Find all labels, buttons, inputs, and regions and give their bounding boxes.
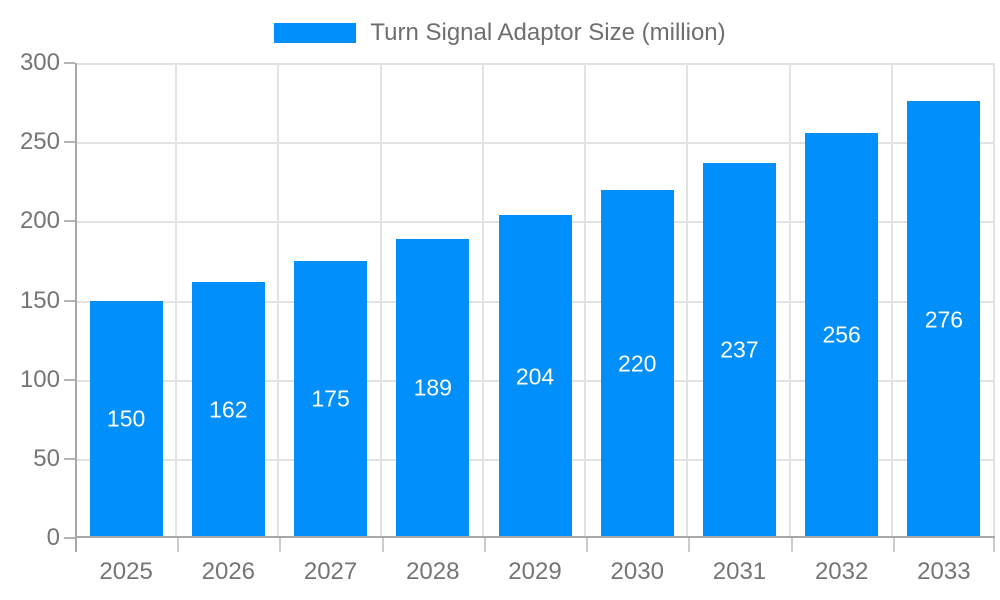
legend-swatch [274,23,357,43]
plot-area: 150 162 175 189 204 220 237 256 276 [75,63,995,538]
x-axis-label-2033: 2033 [917,558,971,585]
y-axis-label-50: 50 [33,444,60,472]
y-axis-label-200: 200 [19,207,60,235]
gridline-x-9 [993,63,995,538]
gridline-x-7 [788,63,791,538]
bar-2033[interactable]: 276 [907,101,981,538]
x-axis-label-2026: 2026 [201,558,256,585]
bar-2032[interactable]: 256 [805,132,879,538]
x-tick-5 [586,538,589,552]
bar-value-label: 150 [106,405,146,432]
x-axis-label-2027: 2027 [303,558,358,585]
y-axis-label-0: 0 [46,524,60,551]
bar-2026[interactable]: 162 [191,281,265,538]
x-axis-label-2032: 2032 [814,558,869,585]
bar-2031[interactable]: 237 [702,162,776,538]
x-axis-label-2025: 2025 [99,558,153,585]
bar-2027[interactable]: 175 [294,260,368,538]
gridline-x-2 [277,63,280,538]
gridline-x-1 [175,63,178,538]
y-tick-250 [64,141,75,144]
bar-2025[interactable]: 150 [89,300,163,538]
x-tick-6 [688,538,691,552]
gridline-x-8 [890,63,893,538]
bar-2030[interactable]: 220 [600,189,674,538]
x-tick-7 [790,538,793,552]
x-axis-label-2031: 2031 [712,558,767,585]
bar-value-label: 276 [924,306,964,332]
y-axis-label-250: 250 [19,128,60,156]
y-tick-50 [64,457,75,460]
bar-value-label: 237 [720,336,759,363]
y-axis-label-150: 150 [19,286,60,314]
x-tick-2 [279,538,282,552]
y-axis-line [75,63,77,552]
bar-value-label: 256 [822,321,861,348]
x-tick-1 [177,538,180,552]
x-tick-8 [892,538,895,552]
bar-value-label: 220 [618,350,657,377]
legend-label: Turn Signal Adaptor Size (million) [370,19,726,46]
chart-legend[interactable]: Turn Signal Adaptor Size (million) [0,20,1000,46]
bar-2028[interactable]: 189 [396,238,470,538]
x-tick-4 [483,538,486,552]
gridline-x-4 [481,63,484,538]
gridline-y-250 [75,142,995,145]
y-tick-300 [64,62,75,64]
gridline-y-300 [75,63,995,65]
y-tick-150 [64,299,75,302]
y-tick-0 [64,537,75,539]
bar-value-label: 162 [209,396,248,423]
gridline-x-3 [379,63,382,538]
gridline-x-6 [686,63,689,538]
x-axis-line [75,536,995,538]
y-tick-100 [64,378,75,381]
x-axis-label-2030: 2030 [610,558,664,585]
bar-value-label: 189 [413,374,452,401]
bar-value-label: 175 [311,385,350,412]
x-axis-label-2028: 2028 [406,558,460,585]
x-tick-9 [993,538,995,552]
y-tick-200 [64,220,75,223]
y-axis-label-100: 100 [19,365,60,393]
gridline-x-5 [584,63,587,538]
y-axis-label-300: 300 [19,49,60,76]
x-axis-label-2029: 2029 [508,558,562,585]
bar-2029[interactable]: 204 [498,215,572,538]
bar-value-label: 204 [515,363,555,389]
x-tick-3 [381,538,384,552]
